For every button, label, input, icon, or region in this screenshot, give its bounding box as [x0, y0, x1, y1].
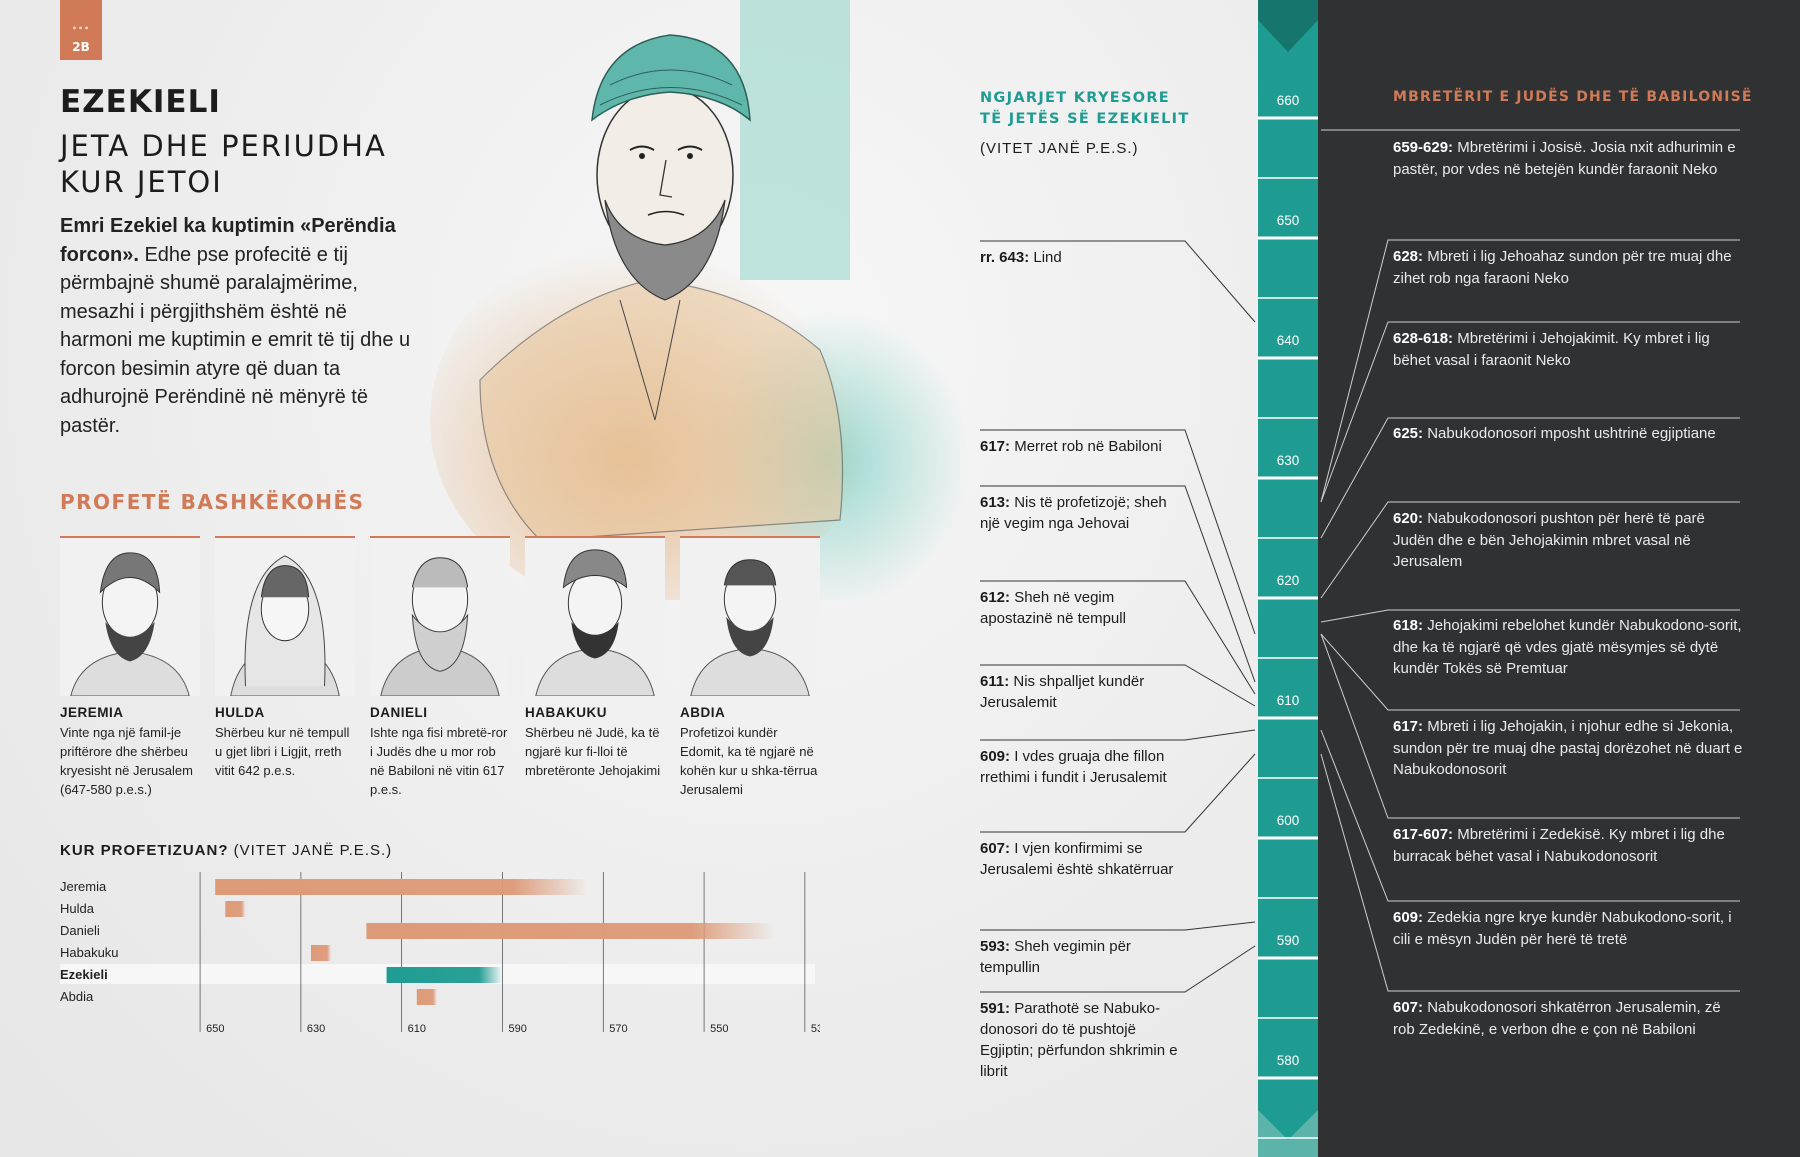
timeline-tick-label: 600: [1276, 813, 1300, 828]
events-column-note: (VITET JANË P.E.S.): [980, 140, 1139, 157]
x-tick-label: 630: [307, 1023, 325, 1035]
king-item: 628: Mbreti i lig Jehoahaz sundon për tr…: [1393, 248, 1732, 287]
prophet-desc: Profetizoi kundër Edomit, ka të ngjarë n…: [680, 725, 818, 797]
range-bar: [215, 879, 589, 895]
page-title: EZEKIELI: [60, 84, 221, 120]
hulda-portrait: [215, 536, 355, 697]
x-tick-label: 530: [811, 1023, 820, 1035]
event-item: 609: I vdes gruaja dhe fillon rrethimi i…: [980, 748, 1167, 786]
event-item: 617: Merret rob në Babiloni: [980, 438, 1162, 455]
intro-text: Emri Ezekiel ka kuptimin «Perëndia forco…: [60, 212, 415, 440]
x-tick-label: 550: [710, 1023, 728, 1035]
timeline-bottom-arrow: [1258, 1110, 1318, 1157]
king-item: 628-618: Mbretërimi i Jehojakimit. Ky mb…: [1393, 330, 1710, 369]
category-label: Ezekieli: [60, 967, 108, 982]
x-tick-label: 590: [508, 1023, 526, 1035]
intro-body: Edhe pse profecitë e tij përmbajnë shumë…: [60, 243, 411, 437]
timeline-tick-label: 660: [1276, 93, 1300, 108]
x-tick-label: 650: [206, 1023, 224, 1035]
badge-number: 2B: [72, 40, 90, 54]
page-subtitle: JETA DHE PERIUDHA KUR JETOI: [60, 129, 387, 199]
prophet-name: ABDIA: [680, 705, 726, 720]
prophet-desc: Vinte nga një famil-je priftërore dhe sh…: [60, 725, 193, 797]
king-item: 617-607: Mbretërimi i Zedekisë. Ky mbret…: [1393, 826, 1725, 865]
prophet-desc: Shërbeu në Judë, ka të ngjarë kur fi-llo…: [525, 725, 661, 778]
intro-bold: Emri Ezekiel ka kuptimin «Perëndia forco…: [60, 215, 396, 266]
danieli-portrait: [370, 536, 510, 697]
prophets-timeline-chart: 650 630 610 590 570 550 530 Jeremia Hulda Danieli…: [60, 872, 820, 1035]
events-column-title: NGJARJET KRYESORE TË JETËS SË EZEKIELIT: [980, 90, 1190, 127]
kings-column-title: MBRETËRIT E JUDËS DHE TË BABILONISË: [1393, 89, 1753, 105]
timeline-tick-label: 580: [1276, 1053, 1300, 1068]
event-item: 591: Parathotë se Nabuko-donosori do të …: [980, 1000, 1178, 1080]
contemporary-prophets-title: PROFETË BASHKËKOHËS: [60, 490, 365, 514]
prophet-card-jeremia: JEREMIA Vinte nga një famil-je priftëror…: [60, 536, 200, 799]
prophet-name: DANIELI: [370, 705, 428, 720]
prophet-card-danieli: DANIELI Ishte nga fisi mbretë-ror i Judë…: [370, 536, 510, 799]
range-bar: [386, 967, 503, 983]
prophet-desc: Ishte nga fisi mbretë-ror i Judës dhe u …: [370, 725, 508, 797]
event-item: 612: Sheh në vegim apostazinë në tempull: [980, 589, 1126, 627]
habakuku-portrait: [525, 536, 665, 697]
prophet-card-habakuku: HABAKUKU Shërbeu në Judë, ka të ngjarë k…: [525, 536, 665, 780]
event-item: 593: Sheh vegimin për tempullin: [980, 938, 1131, 976]
king-item: 607: Nabukodonosori shkatërron Jerusalem…: [1393, 999, 1721, 1038]
king-item: 620: Nabukodonosori pushton për herë të …: [1393, 510, 1705, 570]
king-item: 617: Mbreti i lig Jehojakin, i njohur ed…: [1393, 718, 1743, 778]
prophet-name: JEREMIA: [60, 705, 124, 720]
timeline-top-arrow: [1258, 0, 1318, 52]
x-tick-label: 610: [408, 1023, 426, 1035]
abdia-portrait: [680, 536, 820, 697]
category-label: Jeremia: [60, 879, 107, 894]
range-bar: [416, 989, 437, 1005]
jeremia-portrait: [60, 536, 200, 697]
when-chart-title: KUR PROFETIZUAN? (VITET JANË P.E.S.): [60, 842, 393, 859]
event-item: 613: Nis të profetizojë; sheh një vegim …: [980, 494, 1167, 532]
king-item: 625: Nabukodonosori mposht ushtrinë egji…: [1393, 425, 1716, 442]
page-badge: ••• 2B: [60, 0, 102, 60]
prophet-name: HULDA: [215, 705, 265, 720]
range-bar: [366, 923, 775, 939]
ezekiel-portrait-illustration: [430, 0, 970, 600]
event-item: 611: Nis shpalljet kundër Jerusalemit: [980, 673, 1145, 711]
event-item: rr. 643: Lind: [980, 249, 1062, 266]
x-tick-label: 570: [609, 1023, 627, 1035]
timeline-tick-label: 590: [1276, 933, 1300, 948]
category-label: Hulda: [60, 901, 95, 916]
prophet-card-abdia: ABDIA Profetizoi kundër Edomit, ka të ng…: [680, 536, 820, 799]
range-bar: [310, 945, 332, 961]
prophet-name: HABAKUKU: [525, 705, 607, 720]
king-item: 659-629: Mbretërimi i Josisë. Josia nxit…: [1393, 139, 1736, 178]
category-label: Habakuku: [60, 945, 119, 960]
king-item: 609: Zedekia ngre krye kundër Nabukodono…: [1393, 909, 1732, 948]
range-bar: [225, 901, 246, 917]
king-item: 618: Jehojakimi rebelohet kundër Nabukod…: [1393, 617, 1742, 677]
category-label: Abdia: [60, 989, 94, 1004]
prophet-card-hulda: HULDA Shërbeu kur në tempull u gjet libr…: [215, 536, 355, 780]
timeline-tick-label: 610: [1276, 693, 1300, 708]
timeline-tick-label: 640: [1276, 333, 1300, 348]
event-item: 607: I vjen konfirmimi se Jerusalemi ësh…: [980, 840, 1174, 878]
prophet-desc: Shërbeu kur në tempull u gjet libri i Li…: [215, 725, 350, 778]
timeline-tick-label: 650: [1276, 213, 1300, 228]
timeline-tick-label: 620: [1276, 573, 1300, 588]
category-label: Danieli: [60, 923, 100, 938]
timeline-tick-label: 630: [1276, 453, 1300, 468]
